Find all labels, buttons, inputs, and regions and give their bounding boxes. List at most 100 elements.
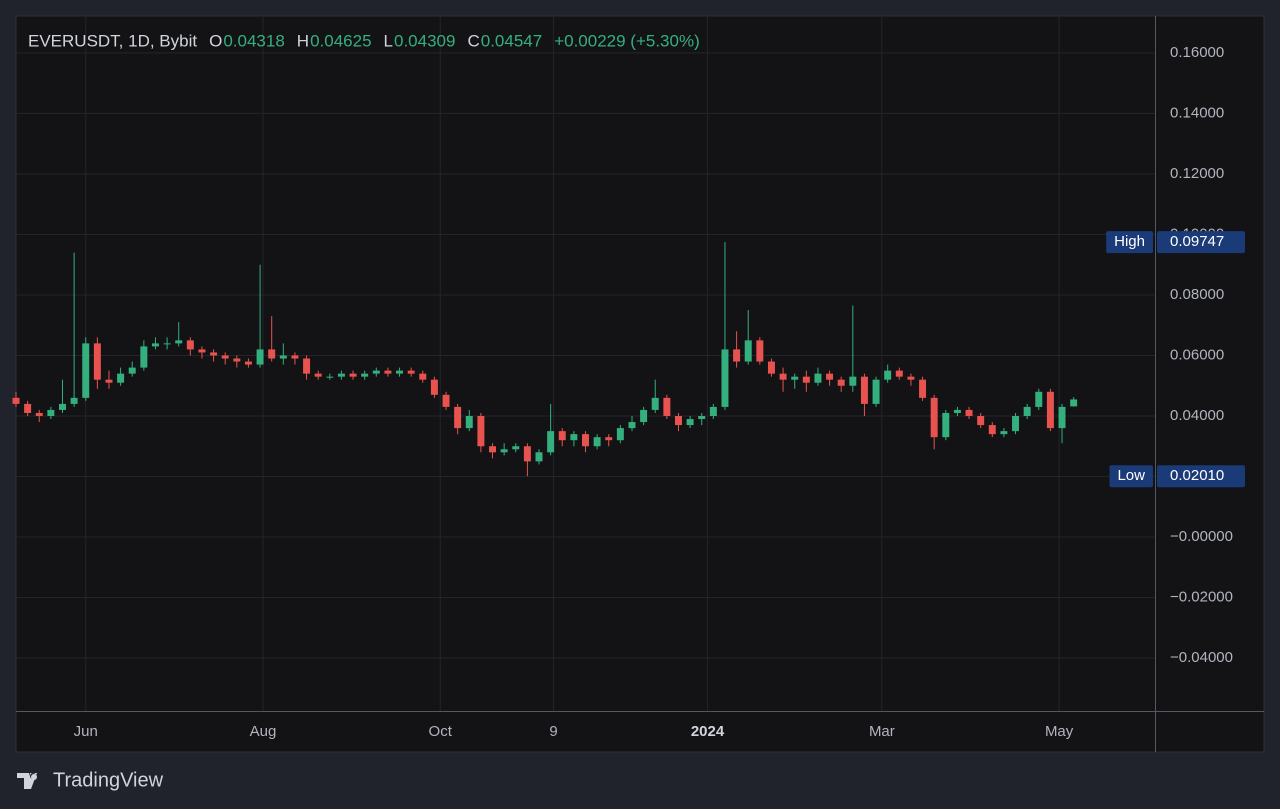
candle-body <box>767 361 775 374</box>
candle-body <box>558 431 566 441</box>
x-tick-label: Oct <box>429 723 453 740</box>
candle-body <box>210 352 218 356</box>
candle-body <box>744 340 752 362</box>
ohlc-key: C <box>467 31 479 50</box>
candle-body <box>314 373 322 377</box>
candle-body <box>605 437 613 441</box>
candle-body <box>349 373 357 377</box>
brand-logo-dot <box>31 774 37 780</box>
candle-body <box>779 373 787 380</box>
candle-body <box>884 370 892 380</box>
candle-body <box>12 397 20 404</box>
ohlc-value: 0.04547 <box>481 31 542 50</box>
candle-body <box>1035 391 1043 407</box>
candle-body <box>1012 415 1020 432</box>
candle-body <box>570 434 578 441</box>
candle-body <box>361 373 369 377</box>
candle-body <box>674 415 682 426</box>
candle-body <box>326 376 334 378</box>
candle-body <box>244 361 252 365</box>
x-tick-label: May <box>1045 723 1074 740</box>
candle-body <box>442 394 450 407</box>
y-tick-label: 0.06000 <box>1170 346 1224 363</box>
candle-body <box>82 343 90 398</box>
candle-body <box>477 415 485 447</box>
candle-body <box>117 373 125 383</box>
candle-body <box>616 428 624 441</box>
candle-body <box>279 355 287 359</box>
candle-body <box>512 446 520 450</box>
candle-body <box>198 349 206 353</box>
brand: TradingView <box>17 769 164 791</box>
ohlc-value: 0.04309 <box>394 31 455 50</box>
y-tick-label: −0.00000 <box>1170 528 1233 545</box>
marker-name-box <box>1109 465 1153 488</box>
marker-name: Low <box>1117 467 1145 484</box>
candle-body <box>698 415 706 420</box>
candle-body <box>465 415 473 429</box>
candle-body <box>582 434 589 447</box>
candle-body <box>826 373 834 380</box>
brand-name: TradingView <box>53 769 164 791</box>
marker-name: High <box>1114 233 1145 250</box>
candle-body <box>1000 431 1008 435</box>
candle-body <box>372 370 380 374</box>
candle-body <box>1058 406 1066 429</box>
candle-body <box>407 370 415 374</box>
candle-body <box>965 409 973 416</box>
x-tick-label: 9 <box>549 723 557 740</box>
y-tick-label: 0.08000 <box>1170 286 1224 303</box>
candle-body <box>93 343 101 380</box>
y-tick-label: 0.04000 <box>1170 407 1224 424</box>
candle-body <box>942 412 950 438</box>
x-tick-label: 2024 <box>691 723 725 740</box>
candle-body <box>791 376 799 380</box>
candle-body <box>802 376 810 383</box>
candle-body <box>535 452 543 462</box>
candle-body <box>140 346 148 368</box>
candle-body <box>35 412 43 416</box>
y-tick-label: −0.02000 <box>1170 589 1233 606</box>
chart-panel <box>15 15 1265 753</box>
candle-body <box>163 343 171 345</box>
candle-body <box>233 358 241 362</box>
candle-body <box>105 379 113 383</box>
y-tick-label: −0.04000 <box>1170 649 1233 666</box>
candle-body <box>500 449 508 453</box>
candle-body <box>756 340 764 362</box>
candle-body <box>59 403 66 410</box>
symbol: EVERUSDT, 1D, Bybit <box>28 31 197 50</box>
candle-body <box>384 370 392 374</box>
brand-logo <box>17 773 37 789</box>
candle-body <box>1046 391 1054 429</box>
change: +0.00229 (+5.30%) <box>554 31 700 50</box>
x-tick-label: Aug <box>250 723 277 740</box>
candle-body <box>709 406 717 416</box>
candle-body <box>175 340 183 344</box>
x-tick-label: Jun <box>74 723 98 740</box>
marker-value-box <box>1157 231 1245 254</box>
candle-body <box>721 349 729 407</box>
candle-body <box>686 419 694 426</box>
candle-body <box>814 373 822 383</box>
candle-body <box>930 397 938 438</box>
candle-body <box>454 406 462 429</box>
candle-body <box>953 409 961 413</box>
candle-body <box>837 379 845 386</box>
candle-body <box>1070 399 1078 407</box>
candle-body <box>977 415 985 426</box>
candle-body <box>128 367 136 374</box>
marker-value-box <box>1157 465 1245 488</box>
legend: EVERUSDT, 1D, Bybit O 0.04318 H 0.04625 L 0.0… <box>28 31 700 50</box>
candle-body <box>860 376 868 404</box>
candle-body <box>291 355 299 359</box>
candle-body <box>628 422 636 429</box>
ohlc-value: 0.04318 <box>223 31 284 50</box>
candle-body <box>47 409 55 416</box>
candle-body <box>221 355 229 359</box>
candle-body <box>593 437 601 447</box>
candle-body <box>651 397 659 410</box>
candle-body <box>907 376 915 380</box>
